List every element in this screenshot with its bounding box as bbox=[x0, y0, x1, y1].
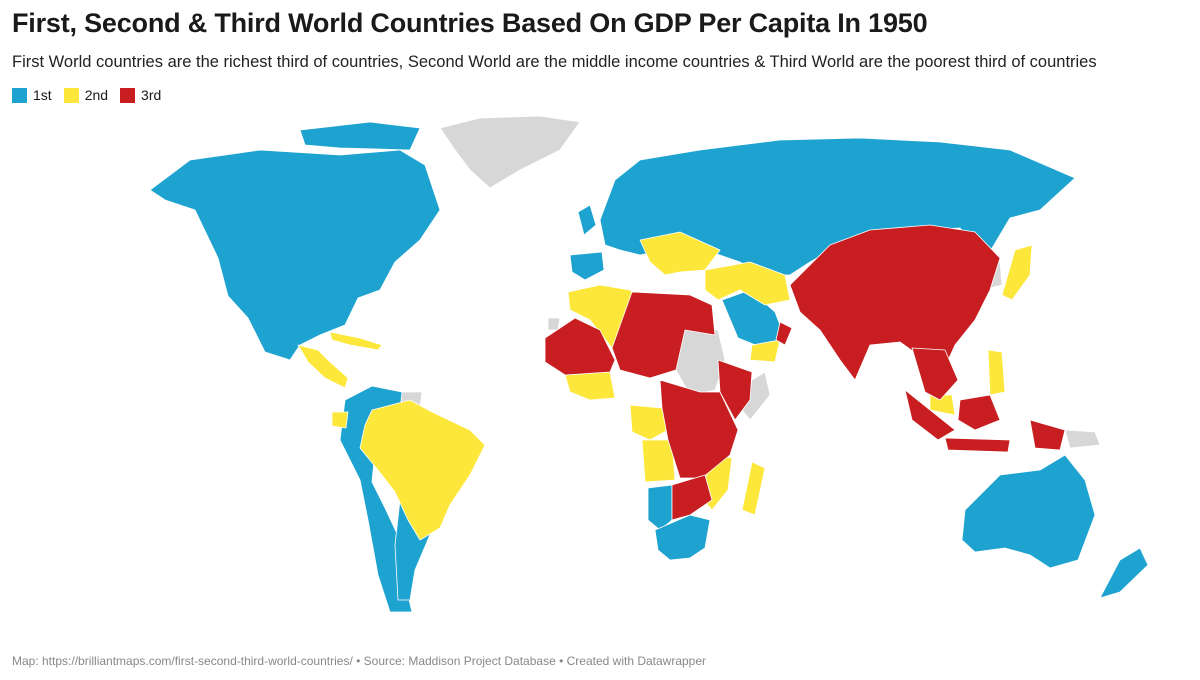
region-indonesia-south bbox=[944, 437, 1011, 453]
region-indonesia-west bbox=[904, 389, 956, 441]
region-southeast-asia bbox=[911, 347, 959, 401]
region-yemen bbox=[749, 339, 781, 363]
footer-credit: Map: https://brilliantmaps.com/first-sec… bbox=[12, 654, 707, 668]
world-map bbox=[149, 115, 1149, 613]
region-west-africa bbox=[544, 317, 616, 376]
legend-item-second: 2nd bbox=[63, 87, 109, 103]
legend-item-third: 3rd bbox=[120, 87, 161, 103]
legend-swatch-first bbox=[12, 87, 27, 103]
region-southern-europe bbox=[639, 231, 721, 276]
region-arctic-islands bbox=[299, 121, 421, 151]
region-madagascar bbox=[741, 461, 766, 516]
region-first-world bbox=[149, 121, 1149, 613]
region-second-world bbox=[297, 231, 1033, 541]
region-greenland bbox=[439, 115, 581, 189]
chart-title: First, Second & Third World Countries Ba… bbox=[12, 8, 928, 38]
legend: 1st 2nd 3rd bbox=[12, 87, 161, 103]
legend-label-third: 3rd bbox=[141, 87, 162, 103]
region-central-africa bbox=[659, 379, 739, 479]
region-north-africa-central bbox=[611, 291, 716, 379]
region-ecuador bbox=[331, 411, 349, 429]
region-new-zealand bbox=[1099, 547, 1149, 599]
region-middle-east bbox=[704, 261, 791, 306]
region-southern-africa-east bbox=[671, 474, 713, 521]
legend-label-first: 1st bbox=[33, 87, 52, 103]
region-malaysia-borneo bbox=[929, 394, 956, 416]
region-mexico-central-america bbox=[297, 344, 349, 389]
region-new-guinea-west bbox=[1029, 419, 1066, 451]
region-east-africa bbox=[717, 359, 753, 421]
region-indonesia-islands bbox=[957, 394, 1001, 431]
region-philippines bbox=[987, 349, 1006, 396]
region-japan bbox=[1001, 244, 1033, 301]
legend-item-first: 1st bbox=[12, 87, 52, 103]
region-southern-africa-west bbox=[647, 484, 673, 531]
chart-subtitle: First World countries are the richest th… bbox=[12, 53, 1097, 71]
region-west-africa-coast bbox=[564, 371, 616, 401]
region-south-africa bbox=[654, 514, 711, 561]
region-new-guinea-east bbox=[1064, 429, 1101, 449]
region-australia bbox=[961, 454, 1096, 569]
region-oman bbox=[775, 321, 793, 346]
region-caribbean bbox=[329, 331, 383, 351]
region-north-america bbox=[149, 149, 441, 361]
legend-swatch-second bbox=[63, 87, 79, 103]
legend-label-second: 2nd bbox=[84, 87, 109, 103]
region-iberia bbox=[569, 251, 605, 281]
region-uk bbox=[577, 204, 597, 236]
region-central-africa-west bbox=[629, 404, 669, 441]
region-sudan bbox=[675, 329, 726, 396]
region-southern-africa-central bbox=[641, 439, 676, 483]
region-third-world bbox=[544, 224, 1066, 521]
region-western-sahara bbox=[547, 317, 561, 331]
region-brazil bbox=[359, 399, 486, 541]
legend-swatch-third bbox=[120, 87, 136, 103]
